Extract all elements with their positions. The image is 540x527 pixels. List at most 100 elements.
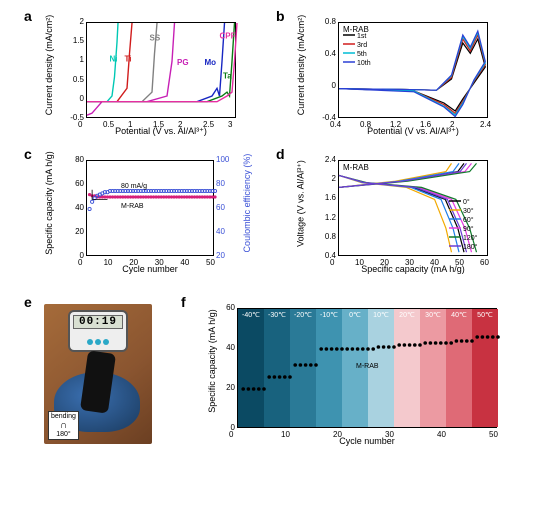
legend-label: 180°	[463, 243, 478, 251]
data-point	[325, 347, 329, 351]
data-point	[496, 335, 500, 339]
y-tick: 2.4	[318, 155, 336, 164]
legend-label: 90°	[463, 225, 474, 233]
panel-b-plot: 1st3rd5th10th M-RAB	[338, 22, 488, 118]
y-tick: 2	[318, 174, 336, 183]
panel-d-ylabel: Voltage (V vs. Al/Al³⁺)	[296, 149, 307, 259]
data-point	[392, 345, 396, 349]
dot-icon	[95, 339, 101, 345]
x-tick: 1.2	[390, 120, 401, 129]
y-tick: 0	[318, 81, 336, 90]
panel-e-label: e	[24, 294, 32, 310]
x-tick: 20	[129, 258, 138, 267]
data-point	[241, 387, 245, 391]
panel-f-sample: M-RAB	[356, 363, 379, 370]
y-tick: -0.5	[66, 113, 84, 122]
legend-label: 0°	[463, 198, 470, 206]
y-tick: 2	[66, 17, 84, 26]
y-tick: 20	[217, 383, 235, 392]
data-point	[371, 347, 375, 351]
x-tick: 10	[355, 258, 364, 267]
data-point	[481, 335, 485, 339]
data-point	[314, 363, 318, 367]
y-tick: 60	[217, 303, 235, 312]
y-tick-right: 20	[216, 251, 225, 260]
y-tick: 40	[66, 203, 84, 212]
data-point	[397, 343, 401, 347]
data-point	[356, 347, 360, 351]
x-tick: 50	[206, 258, 215, 267]
y-tick: 80	[66, 155, 84, 164]
y-tick: 0.4	[318, 251, 336, 260]
dot-icon	[87, 339, 93, 345]
y-tick: -0.4	[318, 113, 336, 122]
legend-label: 30°	[463, 207, 474, 215]
x-tick: 30	[385, 430, 394, 439]
ce-point	[91, 200, 94, 203]
panel-f-label: f	[181, 294, 186, 310]
x-tick: 10	[104, 258, 113, 267]
x-tick: 50	[489, 430, 498, 439]
panel-a-ylabel: Current density (mA/cm²)	[44, 10, 54, 120]
panel-c: c Specific capacity (mA h/g) 80 mA/g M-R…	[38, 152, 258, 272]
series-label: Mo	[205, 58, 217, 67]
data-point	[455, 339, 459, 343]
data-point	[377, 345, 381, 349]
panel-f-plot: -40℃-30℃-20℃-10℃0℃10℃20℃30℃40℃50℃ M-RAB	[237, 308, 497, 428]
y-tick: 0	[66, 251, 84, 260]
legend-label: 1st	[357, 33, 366, 40]
capacity-point	[213, 195, 216, 198]
y-tick: 1	[66, 55, 84, 64]
data-point	[361, 347, 365, 351]
panel-b: b Current density (mA/cm²) 1st3rd5th10th…	[290, 14, 490, 134]
data-point	[351, 347, 355, 351]
data-point	[345, 347, 349, 351]
bend-arc-icon: ∩	[51, 420, 76, 431]
y-tick-right: 40	[216, 227, 225, 236]
data-point	[304, 363, 308, 367]
data-point	[403, 343, 407, 347]
data-point	[465, 339, 469, 343]
panel-a-plot: NiTiSSPGMoTaCPF	[86, 22, 236, 118]
series-label: PG	[177, 58, 189, 67]
y-tick: 0.8	[318, 17, 336, 26]
panel-c-label: c	[24, 146, 32, 162]
panel-a: a Current density (mA/cm²) NiTiSSPGMoTaC…	[38, 14, 238, 134]
bend-angle: 180°	[51, 431, 76, 438]
y-tick-right: 100	[216, 155, 229, 164]
legend-label: 60°	[463, 216, 474, 224]
series-label: Ta	[223, 72, 232, 81]
panel-d-label: d	[276, 146, 285, 162]
x-tick: 1.6	[420, 120, 431, 129]
x-tick: 1.5	[153, 120, 164, 129]
data-point	[460, 339, 464, 343]
panel-e: e 00:19 bending ∩ 180°	[38, 300, 168, 470]
data-point	[299, 363, 303, 367]
data-point	[273, 375, 277, 379]
data-point	[434, 341, 438, 345]
y-tick: 20	[66, 227, 84, 236]
x-tick: 2	[450, 120, 454, 129]
panel-d: d Voltage (V vs. Al/Al³⁺) 0°30°60°90°120…	[290, 152, 490, 272]
data-point	[283, 375, 287, 379]
panel-b-title: M-RAB	[343, 25, 369, 34]
data-point	[340, 347, 344, 351]
bend-badge: bending ∩ 180°	[48, 411, 79, 440]
data-point	[382, 345, 386, 349]
panel-d-title: M-RAB	[343, 163, 369, 172]
data-point	[366, 347, 370, 351]
legend-label: 3rd	[357, 42, 367, 49]
x-tick: 20	[380, 258, 389, 267]
data-point	[330, 347, 334, 351]
x-tick: 60	[480, 258, 489, 267]
data-point	[475, 335, 479, 339]
panel-e-timer: 00:19	[68, 310, 128, 352]
data-point	[486, 335, 490, 339]
data-point	[257, 387, 261, 391]
x-tick: 40	[430, 258, 439, 267]
panel-b-ylabel: Current density (mA/cm²)	[296, 10, 306, 120]
panel-c-sample: M-RAB	[121, 203, 144, 210]
data-point	[252, 387, 256, 391]
x-tick: 0.8	[360, 120, 371, 129]
data-point	[335, 347, 339, 351]
